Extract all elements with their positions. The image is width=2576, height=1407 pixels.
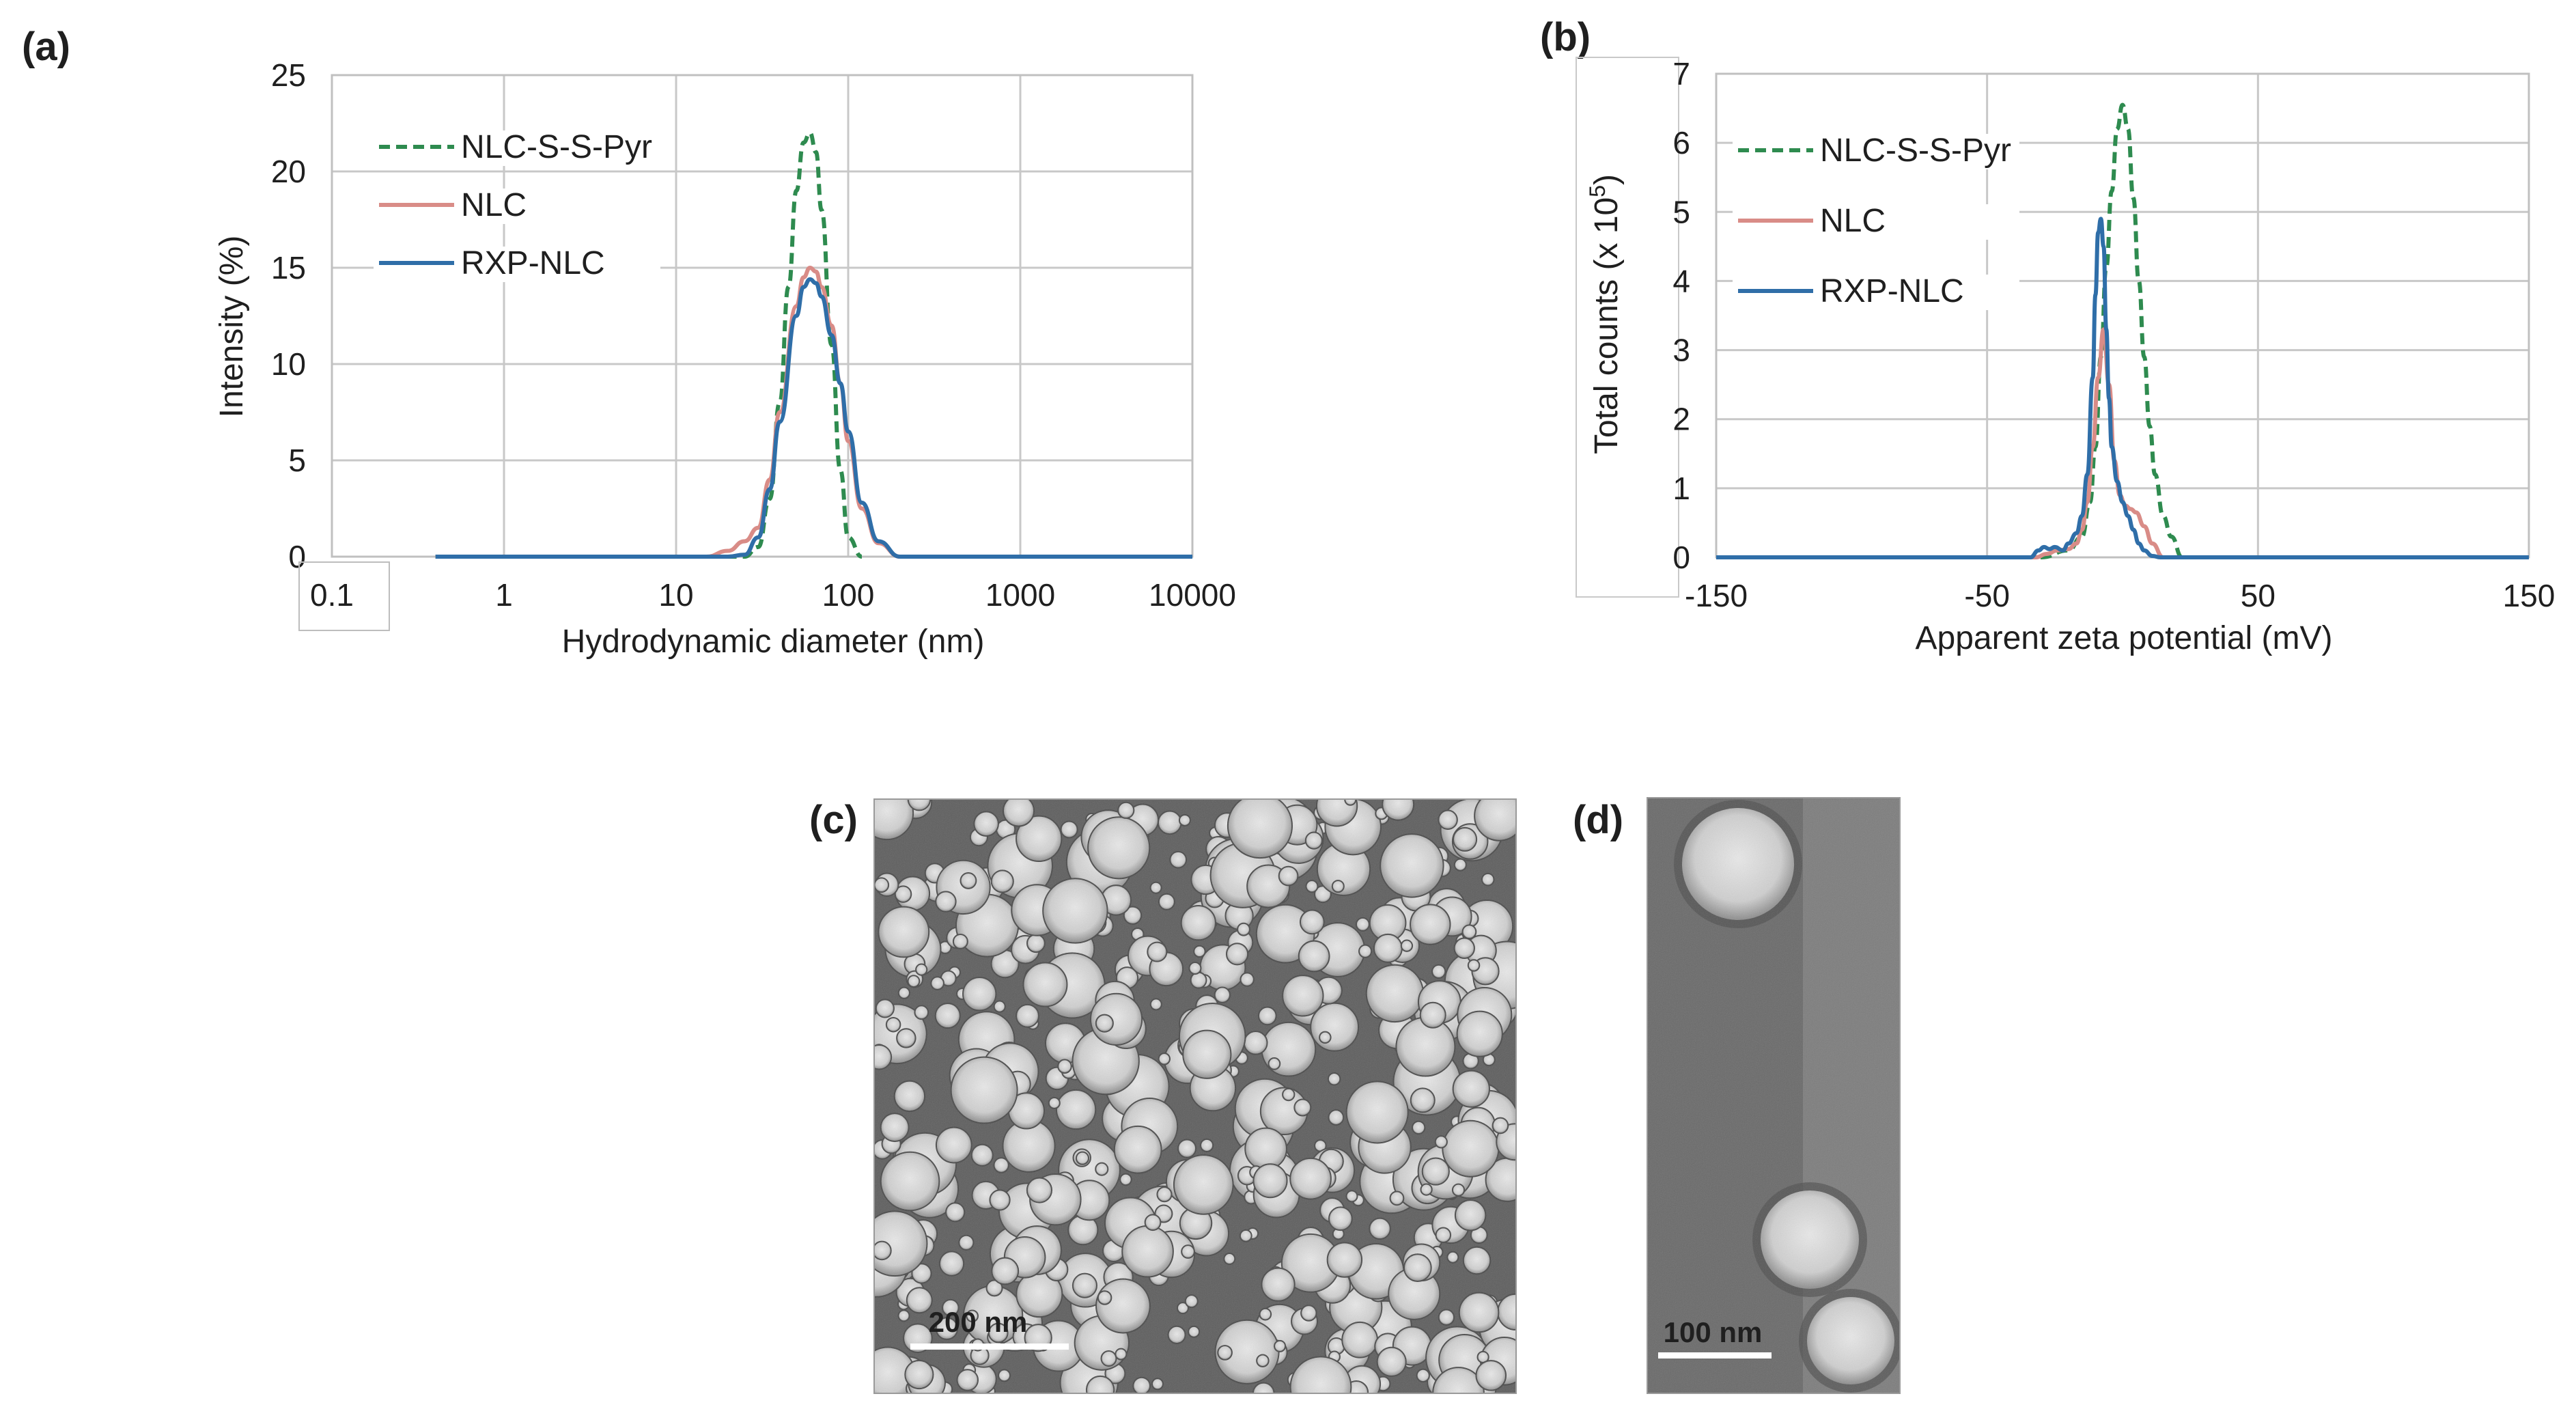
chart-a-legend: NLC-S-S-Pyr NLC RXP-NLC [374,129,660,282]
y-tick-label: 7 [1672,56,1690,92]
series-line-rxp-nlc [1716,217,2529,560]
legend-label: NLC [461,187,527,223]
chart-a-grid [331,74,1194,558]
chart-b-y-ticks: 0 1 2 3 4 5 6 7 [1672,56,1690,575]
y-tick-label: 25 [271,57,306,93]
chart-b-x-ticks: -150 -50 50 150 [1685,578,2555,613]
chart-a-x-ticks: 0.1 1 10 100 1000 10000 [310,577,1236,613]
tem-image-c-scale-bar [910,1343,1069,1350]
y-tick-label: 15 [271,250,306,285]
x-tick-label: 1 [495,577,513,613]
y-tick-label: 0 [1672,540,1690,575]
chart-a-series [435,130,1192,559]
x-tick-label: 150 [2503,578,2556,613]
x-tick-label: 0.1 [310,577,354,613]
legend-label: NLC [1820,203,1886,239]
tem-image-d-scale-bar [1658,1352,1772,1359]
legend-label: NLC-S-S-Pyr [1820,133,2011,169]
series-line-nlc-s-s-pyr [1716,102,2529,560]
y-tick-label: 20 [271,154,306,189]
legend-label: NLC-S-S-Pyr [461,129,652,165]
panel-label-b: (b) [1540,15,1591,59]
chart-a-y-axis-title: Intensity (%) [214,236,250,418]
y-tick-label: 4 [1672,263,1690,298]
tem-image-d-border [1647,797,1901,1394]
x-tick-label: 10000 [1149,577,1236,613]
panel-label-a: (a) [22,25,70,69]
chart-a: 0 5 10 15 20 25 0.1 1 10 100 1000 10000 Hydrodynam… [214,57,1236,660]
plot-frame [331,74,1194,558]
chart-a-y-ticks: 0 5 10 15 20 25 [271,57,306,574]
x-tick-label: -50 [1964,578,2009,613]
y-tick-label: 3 [1672,333,1690,368]
chart-b-series [1716,102,2529,560]
panel-label-c: (c) [809,798,858,842]
x-tick-label: 10 [658,577,693,613]
y-tick-label: 5 [288,443,306,478]
chart-b-legend: NLC-S-S-Pyr NLC RXP-NLC [1733,133,2019,310]
chart-b-y-axis-title: Total counts (x 105) [1585,174,1625,454]
series-line-nlc [435,266,901,559]
tem-image-c [874,799,1516,1393]
panel-label-d: (d) [1573,798,1623,842]
chart-b-x-axis-title: Apparent zeta potential (mV) [1916,620,2333,656]
tem-image-d [1647,798,1900,1393]
tem-image-c-scale-label: 200 nm [929,1306,1028,1338]
legend-label: RXP-NLC [1820,273,1964,309]
y-tick-label: 6 [1672,125,1690,161]
y-tick-label: 2 [1672,402,1690,437]
y-tick-label: 10 [271,346,306,382]
legend-label: RXP-NLC [461,245,605,281]
chart-a-x-origin-box [298,561,390,631]
x-tick-label: -150 [1685,578,1748,613]
x-tick-label: 1000 [985,577,1055,613]
series-line-nlc [1716,327,2529,560]
series-line-rxp-nlc [435,277,1192,559]
chart-b: 0 1 2 3 4 5 6 7 -150 -50 50 150 Apparent zeta pote… [1576,56,2555,656]
x-tick-label: 100 [822,577,875,613]
tem-image-c-border [873,798,1517,1394]
chart-a-x-axis-title: Hydrodynamic diameter (nm) [562,624,985,660]
x-tick-label: 50 [2241,578,2276,613]
series-line-nlc-s-s-pyr [435,130,863,559]
tem-image-d-scale-label: 100 nm [1664,1316,1763,1348]
chart-b-y-axis-box [1576,57,1679,598]
y-tick-label: 5 [1672,194,1690,229]
y-tick-label: 0 [288,539,306,574]
plot-frame [1715,72,2530,559]
y-tick-label: 1 [1672,471,1690,506]
